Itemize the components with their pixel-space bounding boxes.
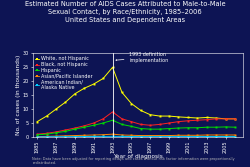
- Text: Note: Data have been adjusted for reporting delays and cases without risk factor: Note: Data have been adjusted for report…: [32, 157, 235, 165]
- X-axis label: Year of diagnosis: Year of diagnosis: [112, 154, 162, 159]
- Y-axis label: No. of cases (in thousands): No. of cases (in thousands): [16, 55, 21, 135]
- Legend: White, not Hispanic, Black, not Hispanic, Hispanic, Asian/Pacific Islander, Amer: White, not Hispanic, Black, not Hispanic…: [35, 56, 93, 91]
- Text: Estimated Number of AIDS Cases Attributed to Male-to-Male
Sexual Contact, by Rac: Estimated Number of AIDS Cases Attribute…: [25, 1, 225, 23]
- Text: 1993 definition
implementation: 1993 definition implementation: [116, 52, 169, 63]
